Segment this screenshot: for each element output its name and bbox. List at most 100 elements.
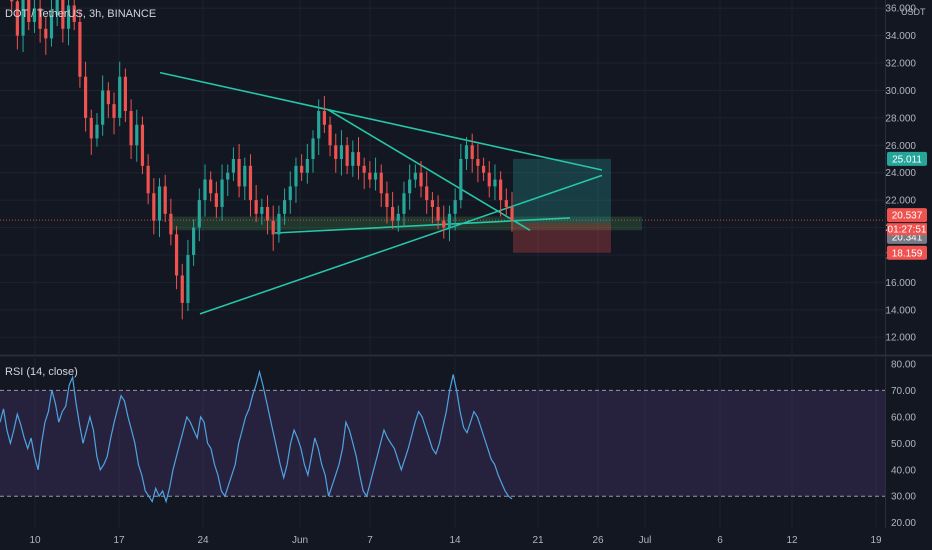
candle-body xyxy=(248,165,253,201)
candle-body xyxy=(123,76,127,112)
rsi-indicator xyxy=(0,369,885,504)
candlestick-series xyxy=(10,0,514,320)
candle-body xyxy=(311,138,315,159)
rsi-background-band xyxy=(0,390,885,497)
price-tick-label: 28.000 xyxy=(885,113,916,124)
price-tags: 25.011 20.537 20.341 18.159 01:27:51 xyxy=(887,151,927,260)
current-price-tag-bg xyxy=(887,208,927,223)
candle-body xyxy=(254,200,258,214)
candle-body xyxy=(152,193,156,221)
candle-body xyxy=(362,165,366,173)
candle-body xyxy=(61,0,65,29)
candle-body xyxy=(226,172,230,180)
candle-body xyxy=(464,145,469,159)
candle-body xyxy=(356,152,361,166)
entry-price-tag: 20.341 xyxy=(892,232,923,243)
candle-body xyxy=(317,111,321,139)
candle-body xyxy=(277,213,281,235)
candle-body xyxy=(10,0,14,2)
candle-body xyxy=(101,90,105,125)
price-tick-label: 24.000 xyxy=(885,168,916,179)
candle-body xyxy=(15,1,19,36)
candle-body xyxy=(402,193,406,214)
candle-body xyxy=(44,28,48,39)
candle-body xyxy=(379,172,383,194)
candle-body xyxy=(243,165,247,187)
candle-body xyxy=(214,193,218,207)
long-position-target-zone xyxy=(513,158,611,223)
candle-body xyxy=(260,206,264,214)
candle-body xyxy=(118,76,122,118)
rsi-tick-label: 40.00 xyxy=(891,465,916,476)
candle-body xyxy=(157,186,162,221)
candle-body xyxy=(129,111,133,146)
candle-body xyxy=(425,186,429,201)
ascending-support-line xyxy=(199,174,603,315)
candle-body xyxy=(504,200,508,207)
price-tick-label: 32.000 xyxy=(885,59,916,70)
candle-body xyxy=(413,172,417,180)
candle-body xyxy=(436,206,440,221)
rsi-tick-label: 50.00 xyxy=(891,439,916,450)
candle-body xyxy=(419,172,423,187)
currency-unit: USDT xyxy=(901,7,926,17)
rsi-tick-label: 20.00 xyxy=(891,518,916,529)
candle-body xyxy=(197,200,201,228)
candle-body xyxy=(470,145,474,159)
candle-body xyxy=(49,15,54,39)
candle-body xyxy=(288,186,292,201)
x-tick-label: 26 xyxy=(592,535,604,546)
candle-body xyxy=(78,21,82,77)
candle-body xyxy=(510,206,514,221)
candle-body xyxy=(447,213,452,228)
candle-body xyxy=(481,165,486,173)
candle-body xyxy=(95,124,99,139)
x-tick-label: 6 xyxy=(717,535,723,546)
candle-body xyxy=(32,8,37,22)
rsi-title[interactable]: RSI (14, close) xyxy=(5,366,78,378)
candle-body xyxy=(322,111,326,125)
candle-body xyxy=(83,76,88,118)
candle-body xyxy=(169,213,173,235)
candle-body xyxy=(430,200,435,207)
candle-body xyxy=(163,186,167,214)
candle-body xyxy=(72,5,76,22)
candle-body xyxy=(391,206,395,221)
candle-body xyxy=(334,145,338,159)
price-axis[interactable]: 10 17 24 Jun 7 14 21 26 Jul 6 12 19 12.000 14.000 16.0… xyxy=(29,4,916,546)
price-tick-label: 22.000 xyxy=(885,196,916,207)
long-position-stop-zone xyxy=(513,222,611,253)
candle-body xyxy=(282,200,287,214)
candle-body xyxy=(271,220,275,235)
countdown-tag: 01:27:51 xyxy=(888,225,927,236)
candle-body xyxy=(385,193,389,207)
candle-body xyxy=(89,117,93,139)
candle-body xyxy=(21,0,25,36)
price-tick-label: 34.000 xyxy=(885,31,916,42)
candle-body xyxy=(345,145,349,166)
candle-body xyxy=(237,158,241,187)
price-tick-label: 16.000 xyxy=(885,278,916,289)
drawing-annotations[interactable] xyxy=(0,71,885,315)
symbol-title[interactable]: DOT / TetherUS, 3h, BINANCE xyxy=(5,8,157,20)
candle-body xyxy=(209,179,213,194)
candle-body xyxy=(27,0,31,22)
price-tick-label: 14.000 xyxy=(885,305,916,316)
candle-body xyxy=(38,8,42,29)
candle-body xyxy=(305,158,309,173)
candle-body xyxy=(328,124,332,146)
candle-body xyxy=(265,206,270,221)
candle-body xyxy=(408,179,412,194)
candle-body xyxy=(192,227,196,255)
x-tick-label: Jun xyxy=(292,535,308,546)
candle-body xyxy=(442,220,446,228)
x-tick-label: 21 xyxy=(532,535,544,546)
lower-support-line xyxy=(274,217,571,234)
candle-body xyxy=(476,158,480,166)
candle-body xyxy=(140,124,145,166)
price-tick-label: 26.000 xyxy=(885,141,916,152)
candle-body xyxy=(339,145,344,159)
candle-body xyxy=(373,172,378,180)
